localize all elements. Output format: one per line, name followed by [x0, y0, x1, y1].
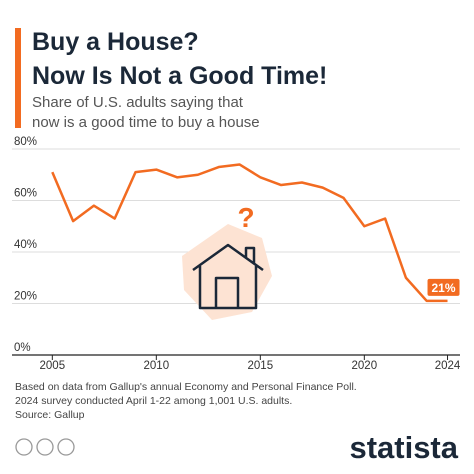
title-accent — [15, 28, 21, 128]
x-tick-label: 2005 — [40, 360, 66, 372]
y-tick-label: 80% — [14, 136, 37, 148]
brand: statista — [349, 430, 458, 465]
x-tick-label: 2024 — [435, 360, 461, 372]
chart-subtitle: Share of U.S. adults saying that — [32, 94, 244, 111]
plot: 0% 20% 40% 60% 80% 2005 2010 2015 2020 2024 21% — [12, 136, 461, 372]
value-label: 21% — [432, 281, 456, 295]
y-tick-label: 0% — [14, 342, 31, 354]
data-line — [51, 163, 448, 303]
chart-title: Buy a House? — [32, 28, 199, 56]
svg-text:?: ? — [237, 202, 254, 233]
value-label-bg — [427, 278, 460, 296]
house-icon: ? — [182, 202, 272, 320]
footnote: 2024 survey conducted April 1-22 among 1… — [15, 395, 292, 407]
source: Source: Gallup — [15, 409, 85, 421]
y-tick-label: 60% — [14, 188, 37, 200]
x-tick-label: 2015 — [248, 360, 274, 372]
x-tick-label: 2010 — [144, 360, 170, 372]
y-tick-label: 40% — [14, 239, 37, 251]
chart-subtitle: now is a good time to buy a house — [32, 114, 260, 131]
license-icons — [15, 438, 75, 456]
chart-title: Now Is Not a Good Time! — [32, 62, 327, 90]
y-tick-label: 20% — [14, 291, 37, 303]
x-tick-label: 2020 — [352, 360, 378, 372]
footnote: Based on data from Gallup's annual Econo… — [15, 381, 357, 393]
